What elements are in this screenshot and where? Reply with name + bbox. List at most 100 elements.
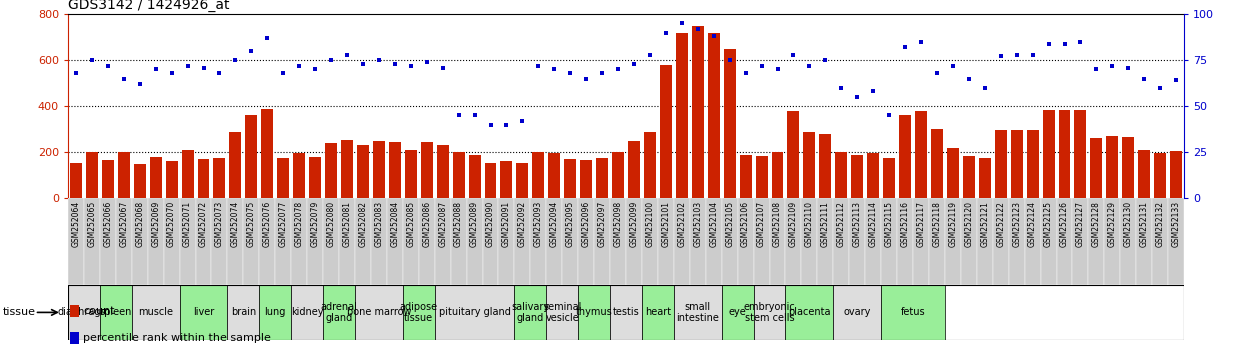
- Text: GSM252131: GSM252131: [1140, 201, 1148, 247]
- Bar: [787, 111, 800, 198]
- Text: GSM252085: GSM252085: [407, 201, 415, 247]
- Bar: [578, 285, 611, 340]
- Text: GSM252133: GSM252133: [1172, 201, 1180, 247]
- Bar: [357, 145, 368, 198]
- Bar: [658, 198, 674, 285]
- Bar: [179, 285, 227, 340]
- Text: eye: eye: [729, 307, 747, 318]
- Bar: [1122, 137, 1135, 198]
- Bar: [517, 162, 528, 198]
- Bar: [722, 285, 754, 340]
- Text: GSM252082: GSM252082: [358, 201, 367, 247]
- Bar: [307, 198, 323, 285]
- Text: GSM252098: GSM252098: [613, 201, 623, 247]
- Bar: [435, 198, 451, 285]
- Bar: [533, 152, 544, 198]
- Bar: [501, 161, 513, 198]
- Point: [863, 88, 883, 94]
- Bar: [277, 158, 289, 198]
- Point: [497, 122, 517, 127]
- Bar: [276, 198, 292, 285]
- Text: brain: brain: [231, 307, 256, 318]
- Text: GSM252091: GSM252091: [502, 201, 510, 247]
- Point: [98, 63, 117, 69]
- Point: [66, 70, 85, 76]
- Bar: [786, 198, 801, 285]
- Text: GSM252100: GSM252100: [645, 201, 654, 247]
- Point: [911, 39, 931, 45]
- Bar: [1057, 198, 1073, 285]
- Text: heart: heart: [645, 307, 671, 318]
- Text: GSM252067: GSM252067: [120, 201, 129, 247]
- Point: [465, 113, 485, 118]
- Point: [337, 52, 357, 57]
- Text: GSM252108: GSM252108: [772, 201, 782, 247]
- Point: [592, 70, 612, 76]
- Bar: [580, 160, 592, 198]
- Point: [241, 48, 261, 54]
- Point: [656, 30, 676, 35]
- Bar: [708, 33, 719, 198]
- Bar: [565, 159, 576, 198]
- Bar: [1104, 198, 1120, 285]
- Bar: [227, 198, 243, 285]
- Text: GSM252076: GSM252076: [263, 201, 272, 247]
- Bar: [1009, 198, 1025, 285]
- Bar: [405, 150, 417, 198]
- Point: [848, 94, 868, 100]
- Bar: [182, 150, 194, 198]
- Bar: [993, 198, 1009, 285]
- Bar: [1168, 198, 1184, 285]
- Bar: [371, 198, 387, 285]
- Point: [816, 57, 836, 63]
- Bar: [865, 198, 881, 285]
- Bar: [641, 198, 658, 285]
- Point: [688, 26, 708, 32]
- Point: [130, 81, 150, 87]
- Bar: [546, 285, 578, 340]
- Point: [832, 85, 852, 91]
- Bar: [117, 152, 130, 198]
- Text: muscle: muscle: [138, 307, 173, 318]
- Bar: [260, 285, 292, 340]
- Text: GSM252125: GSM252125: [1044, 201, 1053, 247]
- Bar: [963, 156, 975, 198]
- Bar: [70, 162, 82, 198]
- Bar: [227, 285, 260, 340]
- Point: [1070, 39, 1090, 45]
- Bar: [1011, 130, 1022, 198]
- Bar: [979, 158, 991, 198]
- Bar: [100, 285, 132, 340]
- Text: salivary
gland: salivary gland: [512, 302, 550, 323]
- Bar: [770, 198, 786, 285]
- Text: GSM252104: GSM252104: [709, 201, 718, 247]
- Point: [529, 63, 549, 69]
- Bar: [881, 285, 944, 340]
- Bar: [660, 65, 672, 198]
- Text: GSM252094: GSM252094: [550, 201, 559, 247]
- Bar: [230, 132, 241, 198]
- Point: [975, 85, 995, 91]
- Bar: [628, 141, 640, 198]
- Text: GSM252105: GSM252105: [726, 201, 734, 247]
- Text: GSM252096: GSM252096: [582, 201, 591, 247]
- Point: [370, 57, 389, 63]
- Text: GSM252102: GSM252102: [677, 201, 686, 247]
- Text: GSM252120: GSM252120: [964, 201, 973, 247]
- Bar: [931, 129, 943, 198]
- Bar: [211, 198, 227, 285]
- Bar: [739, 154, 751, 198]
- Bar: [69, 332, 79, 344]
- Text: embryonic
stem cells: embryonic stem cells: [744, 302, 796, 323]
- Bar: [309, 157, 321, 198]
- Bar: [389, 142, 400, 198]
- Point: [768, 67, 787, 72]
- Point: [1054, 41, 1074, 46]
- Bar: [803, 132, 816, 198]
- Text: tissue: tissue: [2, 307, 36, 318]
- Bar: [468, 154, 481, 198]
- Point: [449, 113, 468, 118]
- Bar: [754, 198, 770, 285]
- Point: [257, 35, 277, 41]
- Text: seminal
vesicle: seminal vesicle: [543, 302, 581, 323]
